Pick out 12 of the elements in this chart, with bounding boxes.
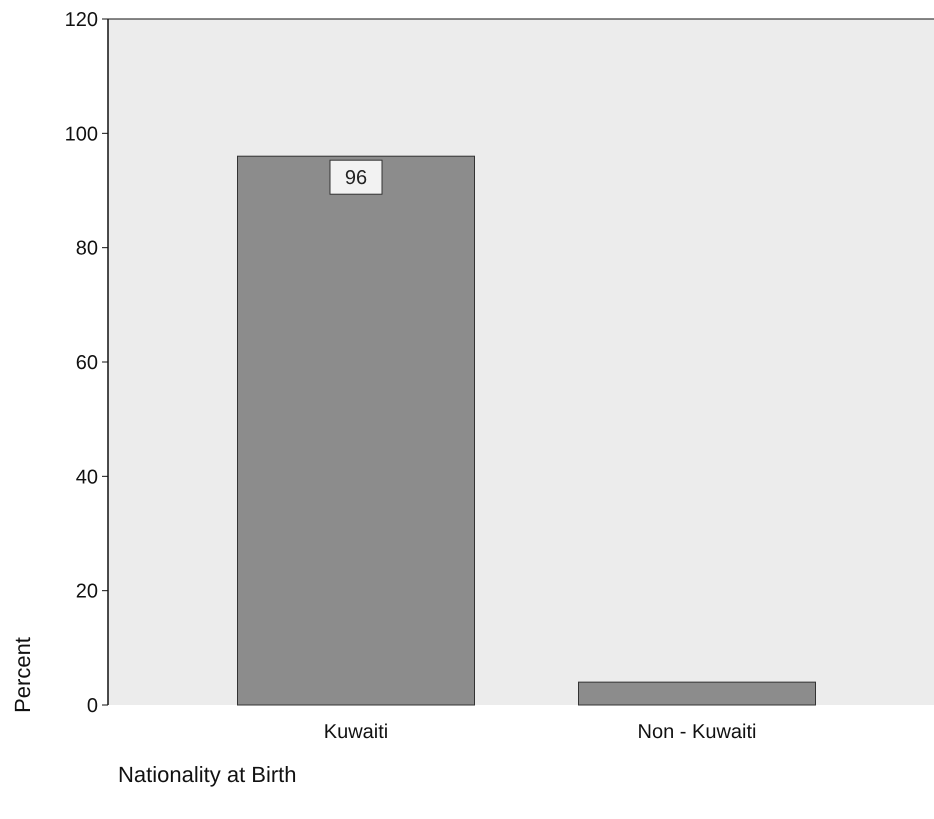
y-tick-label: 80 xyxy=(76,238,98,260)
y-tick-label: 120 xyxy=(64,9,98,31)
y-tick-label: 0 xyxy=(86,695,98,717)
y-axis-title: Percent xyxy=(10,637,35,713)
x-tick-label: Non - Kuwaiti xyxy=(638,721,756,743)
y-tick-label: 100 xyxy=(64,123,98,146)
y-tick-label: 60 xyxy=(76,352,98,374)
x-tick-label: Kuwaiti xyxy=(324,721,388,743)
x-axis-title: Nationality at Birth xyxy=(118,762,297,787)
data-label: 96 xyxy=(344,167,368,190)
y-tick-label: 40 xyxy=(76,466,98,488)
y-tick-label: 20 xyxy=(76,580,98,603)
